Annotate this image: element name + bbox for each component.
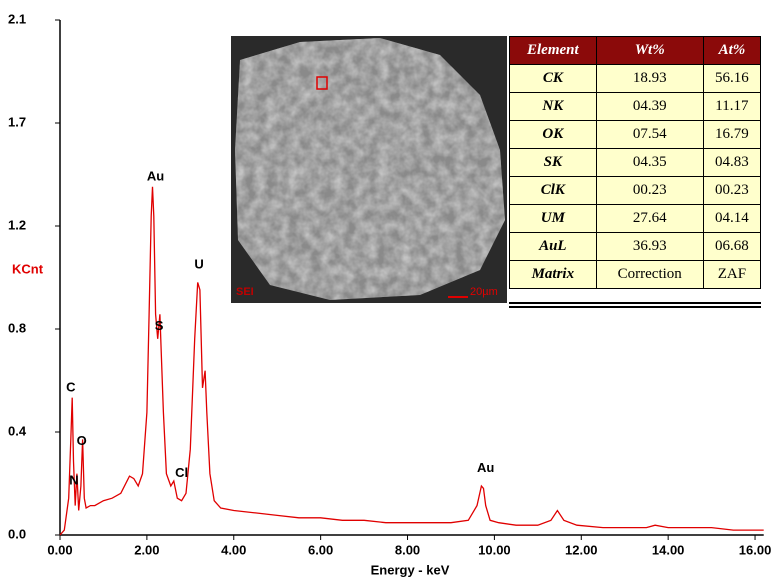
y-tick-label: 1.7 (8, 114, 26, 129)
element-cell: CK (510, 65, 597, 93)
peak-label: C (66, 379, 76, 394)
x-tick-label: 14.00 (652, 542, 685, 557)
value-cell: 56.16 (703, 65, 760, 93)
value-cell: 07.54 (596, 121, 703, 149)
x-tick-label: 12.00 (565, 542, 598, 557)
sem-mode: SEI (236, 286, 254, 298)
value-cell: ZAF (703, 261, 760, 289)
y-tick-label: 0.4 (8, 423, 27, 438)
header-cell: At% (703, 37, 760, 65)
value-cell: 06.68 (703, 233, 760, 261)
peak-label: U (194, 257, 203, 272)
element-cell: NK (510, 93, 597, 121)
y-tick-label: 0.8 (8, 320, 26, 335)
element-cell: ClK (510, 177, 597, 205)
peak-label: N (69, 472, 78, 487)
x-tick-label: 0.00 (47, 542, 72, 557)
page: KCnt Energy - keV 0.0 0.4 0.8 1.2 1.7 2.1 0.00… (0, 0, 781, 579)
table-rule (509, 302, 761, 304)
value-cell: 00.23 (596, 177, 703, 205)
x-tick-label: 8.00 (395, 542, 420, 557)
y-tick-label: 1.2 (8, 217, 26, 232)
value-cell: 04.83 (703, 149, 760, 177)
value-cell: Correction (596, 261, 703, 289)
element-cell: OK (510, 121, 597, 149)
value-cell: 36.93 (596, 233, 703, 261)
value-cell: 11.17 (703, 93, 760, 121)
peak-label: Au (147, 168, 164, 183)
scale-label: 20µm (470, 286, 498, 298)
value-cell: 18.93 (596, 65, 703, 93)
table-rule (509, 306, 761, 308)
peak-label: Au (477, 460, 494, 475)
y-axis-label: KCnt (12, 261, 44, 276)
element-cell: Matrix (510, 261, 597, 289)
x-tick-label: 6.00 (308, 542, 333, 557)
value-cell: 00.23 (703, 177, 760, 205)
element-cell: UM (510, 205, 597, 233)
value-cell: 04.35 (596, 149, 703, 177)
peak-label: S (155, 318, 164, 333)
x-tick-label: 16.00 (739, 542, 772, 557)
peak-label: Cl (175, 465, 188, 480)
x-tick-label: 4.00 (221, 542, 246, 557)
value-cell: 16.79 (703, 121, 760, 149)
y-tick-label: 0.0 (8, 526, 26, 541)
value-cell: 27.64 (596, 205, 703, 233)
element-cell: SK (510, 149, 597, 177)
x-axis-label: Energy - keV (371, 562, 450, 577)
header-cell: Element (510, 37, 597, 65)
x-tick-label: 10.00 (478, 542, 511, 557)
sem-image: SEI 20µm (231, 36, 507, 303)
element-cell: AuL (510, 233, 597, 261)
x-tick-label: 2.00 (134, 542, 159, 557)
value-cell: 04.14 (703, 205, 760, 233)
value-cell: 04.39 (596, 93, 703, 121)
y-tick-label: 2.1 (8, 11, 26, 26)
peak-label: O (77, 433, 87, 448)
header-cell: Wt% (596, 37, 703, 65)
